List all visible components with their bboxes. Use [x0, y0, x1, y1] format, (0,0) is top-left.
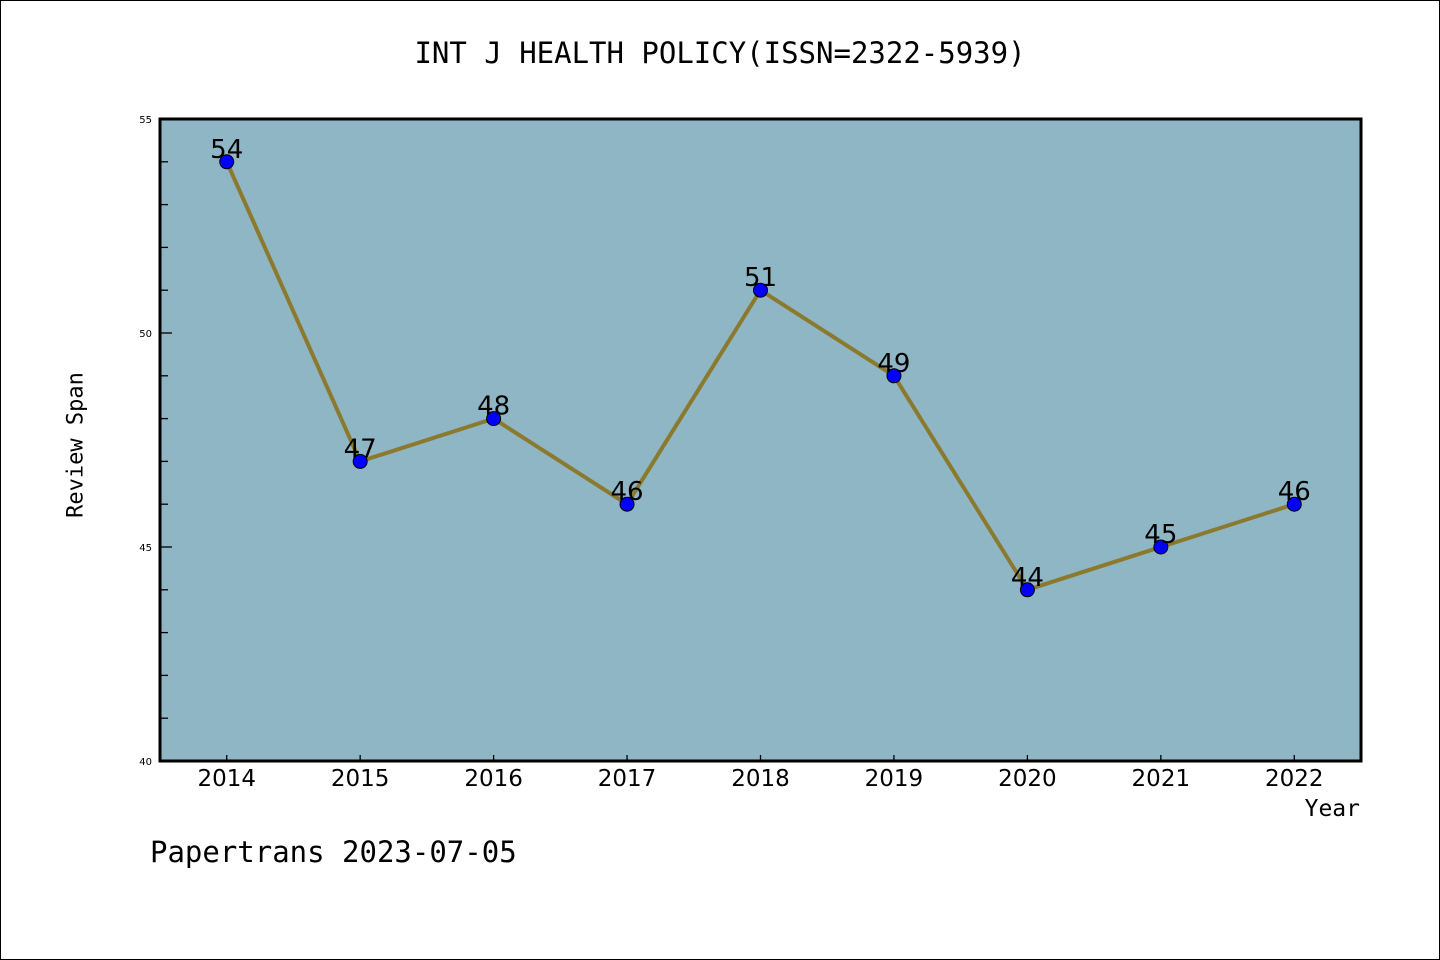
x-tick-label: 2020: [998, 766, 1057, 792]
y-tick-label: 40: [139, 757, 152, 768]
x-tick-label: 2016: [464, 766, 523, 792]
data-point: [219, 154, 235, 170]
chart-title: INT J HEALTH POLICY(ISSN=2322-5939): [414, 36, 1026, 70]
x-tick-label: 2018: [731, 766, 790, 792]
data-label: 54: [210, 135, 243, 165]
data-label: 46: [1278, 477, 1311, 507]
data-point: [886, 368, 902, 384]
data-label: 45: [1144, 520, 1177, 550]
data-label: 51: [744, 263, 777, 293]
data-point: [486, 411, 502, 427]
data-point: [619, 496, 635, 512]
x-axis-label: Year: [1304, 796, 1360, 822]
data-label: 47: [344, 434, 377, 464]
y-tick-label: 50: [139, 329, 152, 340]
footer-text: Papertrans 2023-07-05: [150, 835, 517, 869]
data-label: 44: [1011, 563, 1044, 593]
x-tick-label: 2017: [598, 766, 657, 792]
data-point: [1286, 496, 1302, 512]
data-label: 46: [611, 477, 644, 507]
data-point: [753, 282, 768, 298]
data-point: [1019, 582, 1035, 598]
x-tick-label: 2014: [197, 766, 256, 792]
x-tick-label: 2019: [865, 766, 924, 792]
data-point: [352, 453, 368, 469]
plot-border: [158, 117, 1363, 763]
x-tick-label: 2022: [1265, 766, 1324, 792]
y-tick-label: 45: [139, 543, 152, 554]
plot-area: [160, 119, 1361, 761]
data-label: 48: [477, 392, 510, 422]
x-tick-label: 2021: [1132, 766, 1191, 792]
data-point: [1153, 539, 1169, 555]
x-tick-label: 2015: [331, 766, 390, 792]
data-label: 49: [877, 349, 910, 379]
y-tick-label: 55: [139, 115, 152, 126]
